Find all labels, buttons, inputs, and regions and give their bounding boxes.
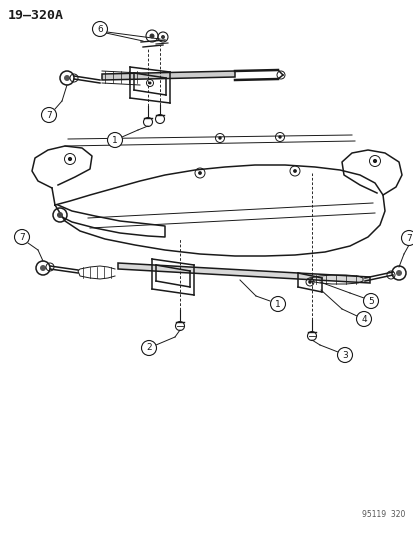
Circle shape [92,21,107,36]
Text: 6: 6 [97,25,102,34]
Circle shape [148,82,151,85]
Text: 7: 7 [19,232,25,241]
Circle shape [218,136,221,140]
Text: 19–320A: 19–320A [8,9,64,22]
Circle shape [356,311,370,327]
Circle shape [307,280,311,284]
Text: 95119  320: 95119 320 [361,510,404,519]
Circle shape [270,296,285,311]
Circle shape [141,341,156,356]
Circle shape [40,265,46,271]
Circle shape [401,230,413,246]
Text: 2: 2 [146,343,152,352]
Text: 7: 7 [405,233,411,243]
Circle shape [337,348,351,362]
Text: 4: 4 [360,314,366,324]
Circle shape [198,171,202,175]
Text: 1: 1 [112,135,118,144]
Circle shape [64,75,70,81]
Circle shape [107,133,122,148]
Text: 7: 7 [46,110,52,119]
Circle shape [372,159,376,163]
Circle shape [14,230,29,245]
Circle shape [41,108,56,123]
Circle shape [149,34,154,38]
Text: 3: 3 [341,351,347,359]
Circle shape [161,35,165,39]
Circle shape [363,294,377,309]
Circle shape [68,157,72,161]
Text: 1: 1 [275,300,280,309]
Circle shape [292,169,296,173]
Circle shape [57,212,63,218]
Circle shape [278,135,281,139]
Polygon shape [102,71,235,80]
Text: 5: 5 [367,296,373,305]
Polygon shape [118,263,369,283]
Circle shape [395,270,401,276]
